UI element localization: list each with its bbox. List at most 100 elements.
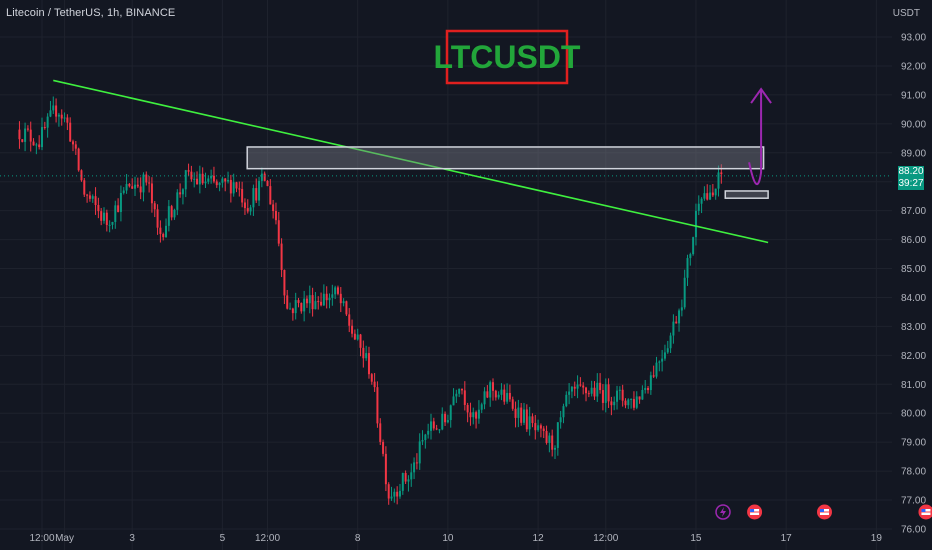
candle-body	[709, 192, 712, 200]
candle-body	[49, 110, 52, 117]
candle-body	[658, 361, 661, 363]
y-tick-label: 81.00	[901, 380, 926, 391]
candle-body	[624, 400, 627, 406]
candle-body	[66, 117, 69, 123]
candle-body	[692, 237, 695, 255]
x-tick-label: 15	[690, 533, 702, 544]
candle-body	[669, 335, 672, 349]
candle-body	[421, 440, 424, 442]
candle-body	[181, 189, 184, 195]
candle-body	[367, 353, 370, 375]
candle-body	[238, 188, 241, 190]
x-tick-label: 10	[442, 533, 454, 544]
candle-body	[162, 233, 165, 238]
candle-body	[35, 144, 38, 146]
candle-body	[486, 391, 489, 398]
candle-body	[74, 144, 77, 149]
candle-body	[585, 387, 588, 394]
candle-body	[322, 293, 325, 306]
candle-body	[229, 179, 232, 194]
curved-arrow	[748, 89, 763, 185]
candle-body	[489, 382, 492, 398]
candle-body	[666, 348, 669, 353]
candle-body	[376, 387, 379, 424]
candle-body	[334, 287, 337, 295]
candle-body	[145, 174, 148, 183]
candle-body	[260, 173, 263, 181]
candle-body	[235, 182, 238, 189]
candle-body	[689, 254, 692, 259]
y-tick-label: 82.00	[901, 351, 926, 362]
candle-body	[128, 183, 131, 187]
candle-body	[108, 224, 111, 226]
candle-body	[466, 404, 469, 413]
y-tick-label: 84.00	[901, 293, 926, 304]
candle-body	[523, 409, 526, 423]
candle-body	[607, 384, 610, 402]
candle-body	[88, 195, 91, 199]
y-tick-label: 78.00	[901, 467, 926, 478]
candle-body	[415, 462, 418, 464]
candle-body	[266, 180, 269, 187]
candle-body	[29, 129, 32, 142]
candle-body	[590, 387, 593, 394]
candle-body	[249, 207, 252, 212]
candle-body	[153, 203, 156, 210]
candle-body	[179, 192, 182, 195]
candle-body	[125, 183, 128, 191]
y-tick-label: 85.00	[901, 264, 926, 275]
candle-body	[548, 435, 551, 443]
candle-body	[297, 300, 300, 303]
candle-body	[201, 173, 204, 184]
x-tick-label: 12:00	[593, 533, 618, 544]
candle-body	[193, 178, 196, 180]
candle-body	[610, 401, 613, 406]
candle-body	[308, 295, 311, 304]
trendline	[53, 79, 769, 244]
candle-body	[60, 114, 63, 119]
candle-body	[252, 188, 255, 208]
candle-body	[435, 428, 438, 430]
y-tick-label: 91.00	[901, 90, 926, 101]
candle-body	[382, 441, 385, 454]
candle-body	[94, 196, 97, 205]
candle-body	[497, 394, 500, 398]
small-zone-box	[724, 190, 769, 199]
title-box-text: LTCUSDT	[434, 39, 581, 75]
candle-body	[711, 192, 714, 196]
candle-body	[534, 423, 537, 431]
candle-body	[663, 352, 666, 359]
candle-body	[331, 294, 334, 298]
y-tick-label: 92.00	[901, 61, 926, 72]
candle-body	[632, 398, 635, 408]
candle-body	[438, 429, 441, 431]
candle-body	[325, 293, 328, 301]
candle-body	[446, 420, 449, 423]
candle-body	[511, 399, 514, 409]
y-tick-label: 87.00	[901, 206, 926, 217]
candle-body	[32, 141, 35, 146]
candle-body	[139, 186, 142, 193]
candle-body	[539, 425, 542, 429]
candle-body	[212, 175, 215, 182]
y-tick-label: 89.00	[901, 148, 926, 159]
candle-body	[475, 412, 478, 419]
candle-body	[514, 408, 517, 418]
candle-body	[291, 308, 294, 314]
candle-body	[480, 404, 483, 410]
symbol-header[interactable]: Litecoin / TetherUS, 1h, BINANCE	[6, 7, 176, 19]
candle-body	[210, 175, 213, 179]
candle-body	[131, 186, 134, 189]
candle-body	[184, 170, 187, 190]
candle-body	[69, 122, 72, 142]
candle-body	[627, 399, 630, 406]
candle-body	[351, 325, 354, 334]
candle-body	[570, 386, 573, 392]
candle-body	[587, 393, 590, 395]
candle-body	[444, 413, 447, 423]
candle-body	[119, 192, 122, 212]
candle-body	[286, 295, 289, 309]
candle-body	[134, 184, 137, 189]
candle-body	[621, 389, 624, 401]
